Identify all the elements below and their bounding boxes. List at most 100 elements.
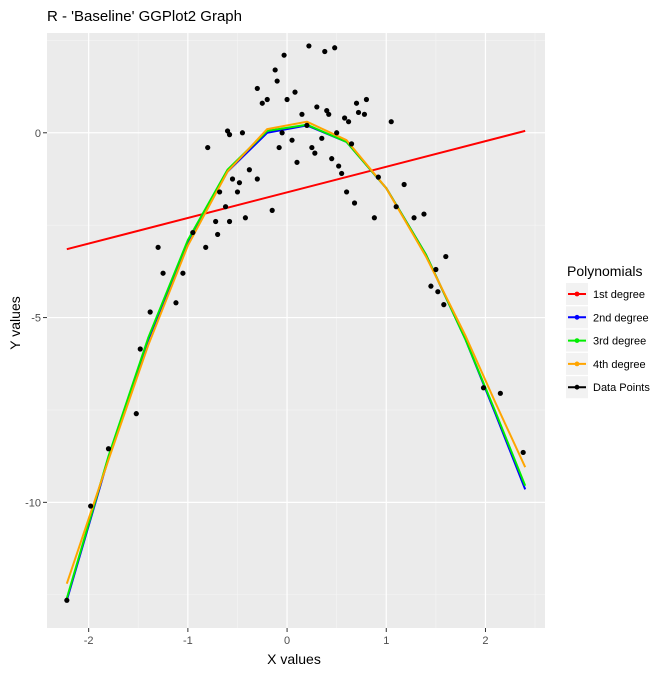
data-point [236,180,243,186]
data-point [441,302,447,308]
legend-key-point [574,361,580,367]
data-point [137,346,143,352]
data-point [160,270,166,276]
legend-title: Polynomials [567,263,642,279]
data-point [520,449,526,456]
y-tick-label: -10 [25,497,41,509]
data-point [343,189,350,195]
data-point [222,204,229,210]
x-tick-label: 1 [383,635,389,647]
data-point [155,244,161,250]
x-tick-label: -1 [183,635,193,647]
data-point [259,100,265,106]
legend-key-point [574,384,580,390]
data-point [348,141,355,147]
data-point [326,111,332,117]
data-point [292,89,298,95]
data-point [294,159,300,165]
data-point [213,218,219,225]
data-point [339,170,345,177]
data-point [371,215,377,221]
legend-key-point [574,291,580,297]
data-point [306,43,312,49]
data-point [269,207,275,213]
data-point [342,115,348,121]
data-point [64,597,70,603]
data-point [239,130,246,136]
x-tick-label: 0 [284,635,290,647]
x-axis-title: X values [267,651,321,667]
data-point [428,283,434,289]
data-point [497,390,503,396]
data-point [336,163,342,169]
data-point [215,231,221,238]
legend-label: 2nd degree [593,312,649,324]
legend-label: Data Points [593,382,650,394]
data-point [309,144,315,151]
data-point [345,119,352,125]
data-point [388,119,394,125]
data-point [435,289,441,295]
data-point [363,96,370,103]
data-point [401,181,407,188]
data-point [203,244,209,250]
data-point [411,215,417,221]
data-point [105,446,112,452]
data-point [443,253,449,260]
data-point [180,270,186,276]
data-point [393,204,399,210]
legend-key-point [574,338,580,343]
series-line-1st-degree [66,129,526,251]
data-point [284,96,290,103]
data-point [361,111,368,117]
y-tick-label: -5 [31,313,41,325]
data-point [351,200,358,206]
data-point [274,78,280,84]
legend: Polynomials 1st degree 2nd degree 3rd degr… [566,263,650,399]
y-tick-label: 0 [35,128,41,140]
data-point [88,503,94,509]
data-point [319,135,325,141]
data-point [332,45,338,51]
data-point [421,211,427,217]
legend-label: 4th degree [593,359,646,371]
data-point [375,174,381,180]
data-point [353,100,360,106]
series-line-4th-degree [65,120,527,585]
data-point [190,229,196,236]
plot-panel [47,33,545,628]
data-point [264,96,270,103]
data-point [254,85,260,92]
data-point [205,144,211,151]
data-point [226,218,233,225]
legend-key-point [574,314,580,320]
x-tick-label: -2 [84,635,94,647]
y-axis-title: Y values [7,296,23,349]
data-point [229,176,236,182]
data-point [217,189,223,195]
data-point [314,104,320,110]
data-point [299,111,305,117]
data-point [281,52,287,58]
data-point [226,132,233,138]
data-point [173,300,179,306]
data-point [304,122,310,128]
data-point [334,130,340,136]
data-point [480,385,487,391]
data-point [289,137,295,143]
x-tick-label: 2 [482,635,488,647]
data-point [272,67,278,73]
data-point [133,411,139,417]
axes: -2 -1 0 1 20-5-10 [25,128,488,647]
data-point [242,215,249,221]
data-point [254,176,260,182]
data-point [355,109,362,116]
data-point [329,156,335,162]
data-point [147,309,153,315]
chart-title: R - 'Baseline' GGPlot2 Graph [47,8,242,25]
data-point [234,189,241,195]
data-point [276,144,282,151]
data-point [312,150,318,156]
data-point [246,167,252,173]
